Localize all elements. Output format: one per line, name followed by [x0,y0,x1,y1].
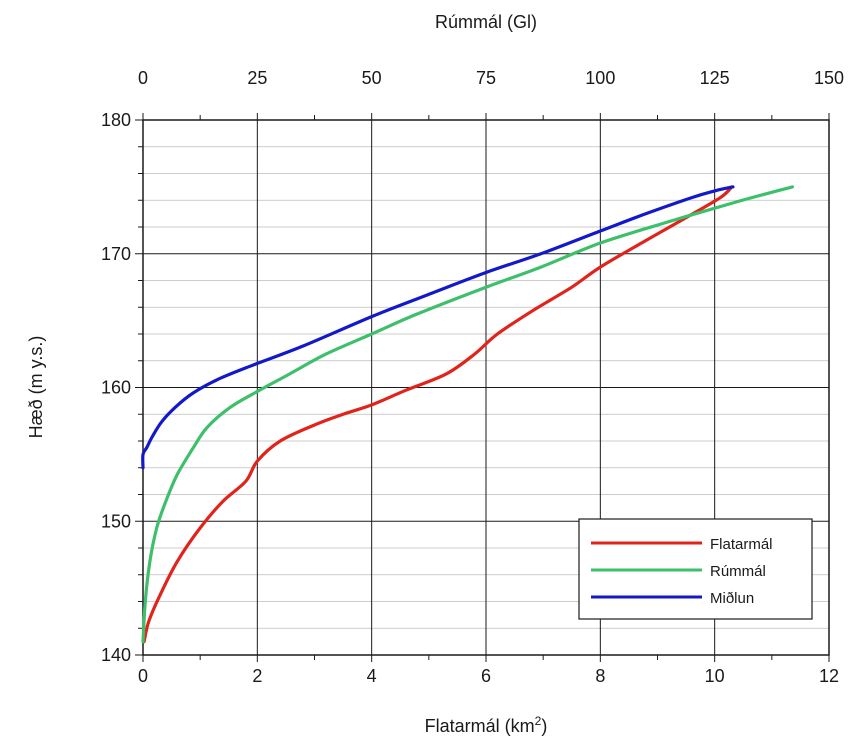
series-line-rummal [141,185,794,644]
y-tick-label: 170 [101,244,131,264]
x-bottom-tick-label: 6 [481,666,491,686]
y-tick-label: 140 [101,645,131,665]
x-top-tick-label: 25 [247,68,267,88]
legend-label-midlun: Miðlun [710,590,754,607]
series-line-flatarmal [142,185,734,644]
x-bottom-tick-label: 12 [819,666,839,686]
x-top-tick-label: 75 [476,68,496,88]
x-top-tick-label: 0 [138,68,148,88]
y-tick-label: 150 [101,511,131,531]
series-line-midlun [141,185,735,470]
legend-item-rummal: Rúmmál [591,563,766,580]
legend-item-midlun: Miðlun [591,590,754,607]
x-bottom-tick-label: 10 [705,666,725,686]
axis-ticks: 0 2 4 6 8 10 12 0 25 50 75 100 125 150 140 150 160 170 180 [101,68,844,686]
x-top-tick-label: 100 [585,68,615,88]
y-tick-label: 180 [101,110,131,130]
series-lines [141,185,794,644]
legend-label-rummal: Rúmmál [710,563,766,580]
legend-label-flatarmal: Flatarmál [710,536,773,553]
y-axis-title: Hæð (m y.s.) [26,336,46,439]
legend: Flatarmál Rúmmál Miðlun [578,518,813,620]
x-bottom-axis-title: Flatarmál (km2) [425,714,548,736]
x-bottom-tick-label: 8 [595,666,605,686]
y-tick-label: 160 [101,378,131,398]
x-top-tick-label: 50 [362,68,382,88]
x-top-axis-title: Rúmmál (Gl) [435,12,537,32]
x-bottom-tick-label: 2 [252,666,262,686]
x-bottom-tick-label: 4 [367,666,377,686]
x-bottom-tick-label: 0 [138,666,148,686]
x-top-tick-label: 125 [700,68,730,88]
legend-item-flatarmal: Flatarmál [591,536,773,553]
x-top-tick-label: 150 [814,68,844,88]
